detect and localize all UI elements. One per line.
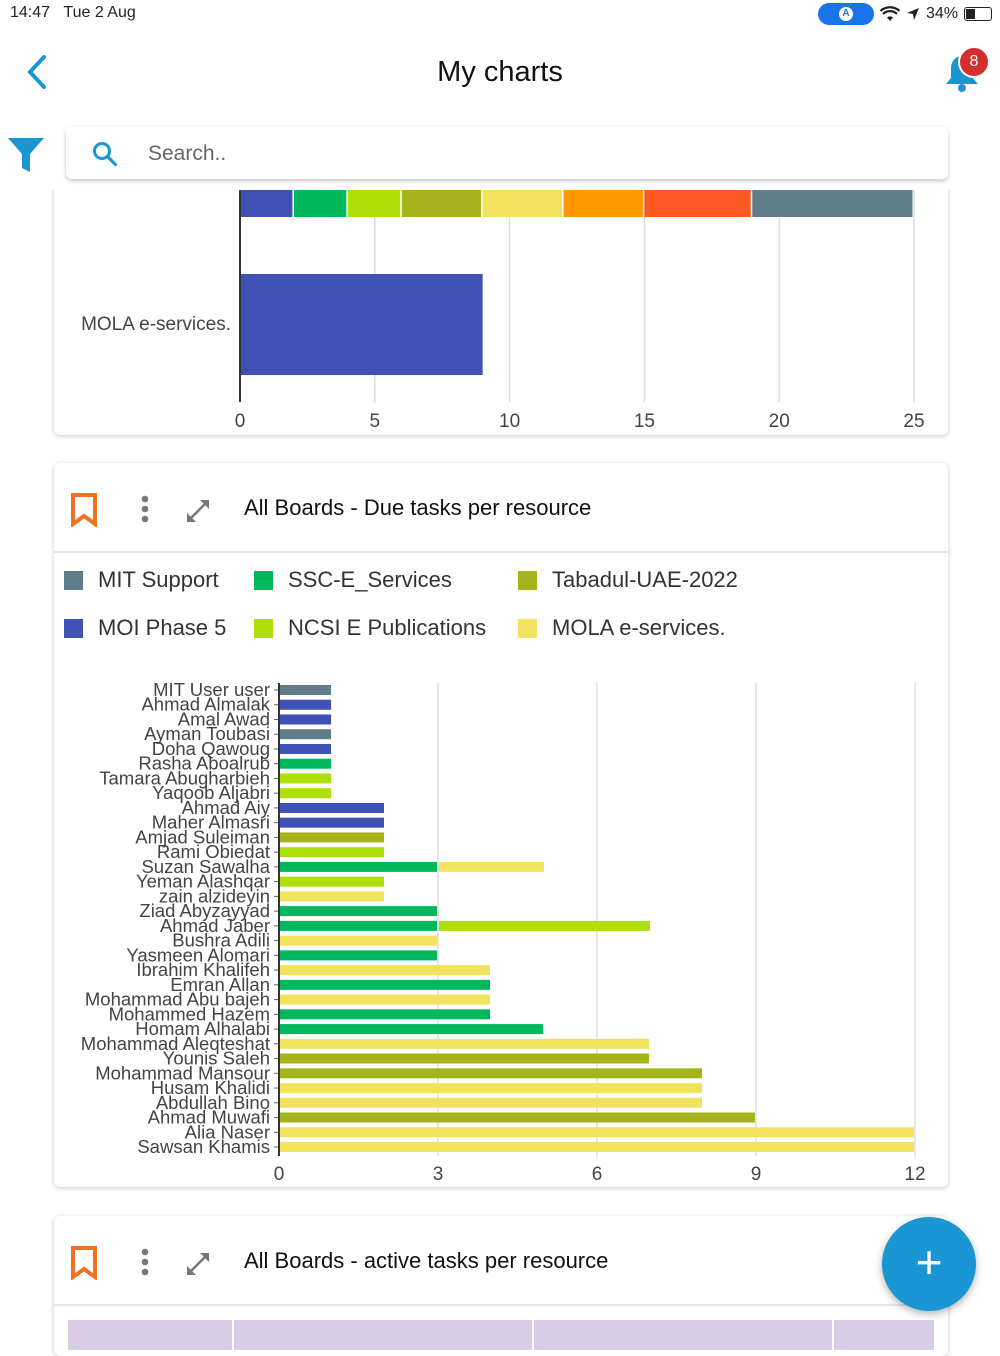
battery-percent: 34%	[925, 5, 958, 22]
legend-item[interactable]: SSC-E_Services	[254, 567, 452, 593]
card-title: All Boards - Due tasks per resource	[244, 495, 592, 520]
legend-item[interactable]: MOI Phase 5	[64, 615, 226, 641]
more-vertical-icon[interactable]	[140, 1248, 150, 1278]
more-vertical-icon[interactable]	[140, 495, 150, 525]
search-bar	[66, 127, 948, 179]
legend-label: NCSI E Publications	[288, 615, 487, 640]
search-input[interactable]	[146, 135, 910, 173]
location-arrow-icon	[906, 8, 919, 20]
legend-swatch	[518, 570, 537, 590]
notification-badge: 8	[958, 46, 990, 78]
legend-item[interactable]: NCSI E Publications	[254, 615, 486, 641]
bookmark-icon[interactable]	[70, 493, 98, 527]
bookmark-icon[interactable]	[70, 1246, 98, 1280]
legend-label: Tabadul-UAE-2022	[552, 567, 738, 592]
wifi-icon	[879, 6, 900, 21]
legend-label: MOI Phase 5	[98, 615, 227, 640]
card-header: All Boards - Due tasks per resource	[54, 463, 948, 553]
expand-icon[interactable]	[184, 497, 212, 525]
chart-card-active-tasks: All Boards - active tasks per resource	[54, 1216, 948, 1356]
add-chart-button[interactable]: +	[882, 1217, 976, 1311]
filter-icon[interactable]	[8, 136, 44, 174]
legend-label: SSC-E_Services	[288, 567, 452, 592]
card-title: All Boards - active tasks per resource	[244, 1248, 609, 1273]
expand-icon[interactable]	[184, 1250, 212, 1278]
legend-label: MOLA e-services.	[552, 615, 726, 640]
card-header: All Boards - active tasks per resource	[54, 1216, 948, 1306]
back-chevron-icon[interactable]	[22, 52, 52, 92]
legend-item[interactable]: Tabadul-UAE-2022	[518, 567, 738, 593]
page-title: My charts	[437, 56, 563, 88]
navigation-pill-icon: A	[817, 3, 874, 25]
chart-card-mola	[54, 150, 948, 435]
legend-swatch	[64, 570, 83, 590]
battery-icon	[964, 7, 992, 21]
table-header	[68, 1320, 934, 1350]
app-header: My charts 8	[0, 30, 1000, 190]
status-bar: 14:47 Tue 2 Aug A 34%	[0, 0, 1000, 30]
legend-swatch	[254, 570, 273, 590]
legend-label: MIT Support	[98, 567, 219, 592]
legend-swatch	[254, 618, 273, 638]
legend-swatch	[64, 618, 83, 638]
search-icon	[93, 142, 118, 167]
status-icons: A 34%	[817, 3, 992, 25]
status-time: 14:47 Tue 2 Aug	[10, 4, 136, 21]
legend-swatch	[518, 618, 537, 638]
legend-item[interactable]: MOLA e-services.	[518, 615, 726, 641]
chart-card-due-tasks: All Boards - Due tasks per resource MIT …	[54, 463, 948, 1187]
legend-item[interactable]: MIT Support	[64, 567, 219, 593]
